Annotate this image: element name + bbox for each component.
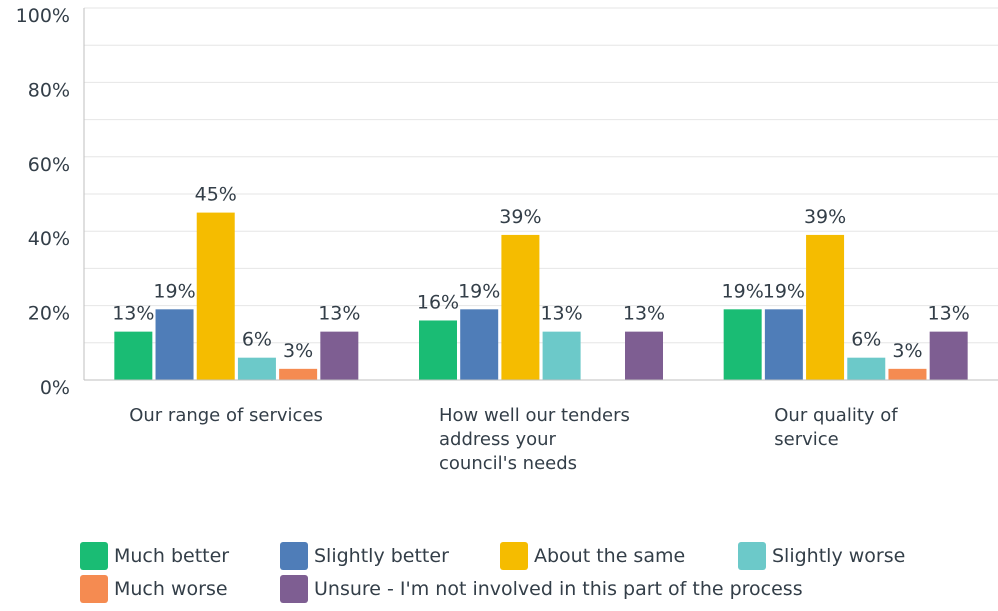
category-label-line: council's needs: [439, 453, 577, 474]
legend-label: Unsure - I'm not involved in this part o…: [314, 578, 803, 600]
bar: [542, 331, 581, 380]
bar: [237, 357, 276, 380]
data-label: 13%: [928, 303, 970, 325]
legend-label: About the same: [534, 545, 686, 567]
category-label-line: Our quality of: [774, 405, 898, 426]
bar: [419, 320, 457, 380]
data-label: 19%: [722, 280, 764, 302]
category-label-line: How well our tenders: [439, 405, 630, 426]
data-label: 39%: [499, 206, 541, 228]
legend-item-unsure: Unsure - I'm not involved in this part o…: [280, 575, 803, 603]
bar: [806, 234, 845, 380]
bar: [320, 331, 359, 380]
bars: [114, 212, 968, 380]
y-tick-label: 40%: [28, 228, 70, 250]
category-label-line: address your: [439, 429, 557, 450]
legend-swatch: [80, 542, 108, 570]
bar: [155, 309, 194, 380]
data-label: 16%: [417, 291, 459, 313]
data-label: 45%: [195, 184, 237, 206]
data-label: 19%: [458, 280, 500, 302]
bar: [501, 234, 540, 380]
data-label: 19%: [153, 280, 195, 302]
data-label: 39%: [804, 206, 846, 228]
bar: [847, 357, 886, 380]
category-label: Our quality of service: [774, 405, 898, 450]
legend-swatch: [280, 575, 308, 603]
bar: [888, 368, 927, 380]
legend-swatch: [738, 542, 766, 570]
legend-item-about-the-same: About the same: [500, 542, 685, 570]
data-label: 6%: [242, 329, 272, 351]
legend-item-much-better: Much better: [80, 542, 229, 570]
x-axis: Our range of services How well our tender…: [84, 379, 998, 474]
legend-swatch: [500, 542, 528, 570]
y-tick-label: 20%: [28, 303, 70, 325]
gridlines: [84, 7, 998, 344]
category-label: How well our tenders address your council'…: [439, 405, 630, 474]
data-label: 13%: [318, 303, 360, 325]
legend: Much better Slightly better About the sa…: [80, 542, 980, 608]
data-label: 13%: [112, 303, 154, 325]
legend-row-1: Much better Slightly better About the sa…: [80, 542, 980, 575]
y-tick-label: 0%: [40, 377, 70, 399]
y-tick-label: 100%: [16, 5, 70, 27]
legend-label: Slightly worse: [772, 545, 906, 567]
data-label: 3%: [892, 340, 922, 362]
legend-item-slightly-better: Slightly better: [280, 542, 449, 570]
bar: [929, 331, 968, 380]
legend-label: Much worse: [114, 578, 228, 600]
data-label: 3%: [283, 340, 313, 362]
y-tick-label: 80%: [28, 79, 70, 101]
data-label: 19%: [763, 280, 805, 302]
bar-chart: 0%20%40%60%80%100% 13%19%45%6%3%13%16%19…: [16, 5, 998, 474]
data-label: 6%: [851, 329, 881, 351]
legend-row-2: Much worse Unsure - I'm not involved in …: [80, 575, 980, 608]
data-label: 13%: [540, 303, 582, 325]
legend-swatch: [280, 542, 308, 570]
legend-item-much-worse: Much worse: [80, 575, 228, 603]
y-tick-label: 60%: [28, 154, 70, 176]
legend-item-slightly-worse: Slightly worse: [738, 542, 905, 570]
legend-swatch: [80, 575, 108, 603]
bar: [114, 331, 153, 380]
category-label: Our range of services: [129, 405, 323, 426]
bar: [196, 212, 235, 380]
category-label-line: service: [774, 429, 838, 450]
data-label: 13%: [623, 303, 665, 325]
bar: [723, 309, 762, 380]
data-labels: 13%19%45%6%3%13%16%19%39%13% 13%19%19%39%…: [112, 184, 970, 362]
category-label-line: Our range of services: [129, 405, 323, 426]
bar: [279, 368, 318, 380]
bar: [625, 331, 663, 380]
bar: [764, 309, 803, 380]
legend-label: Slightly better: [314, 545, 449, 567]
legend-label: Much better: [114, 545, 230, 567]
bar: [460, 309, 499, 380]
y-axis: 0% 20% 40% 60% 80% 100%: [16, 5, 85, 399]
